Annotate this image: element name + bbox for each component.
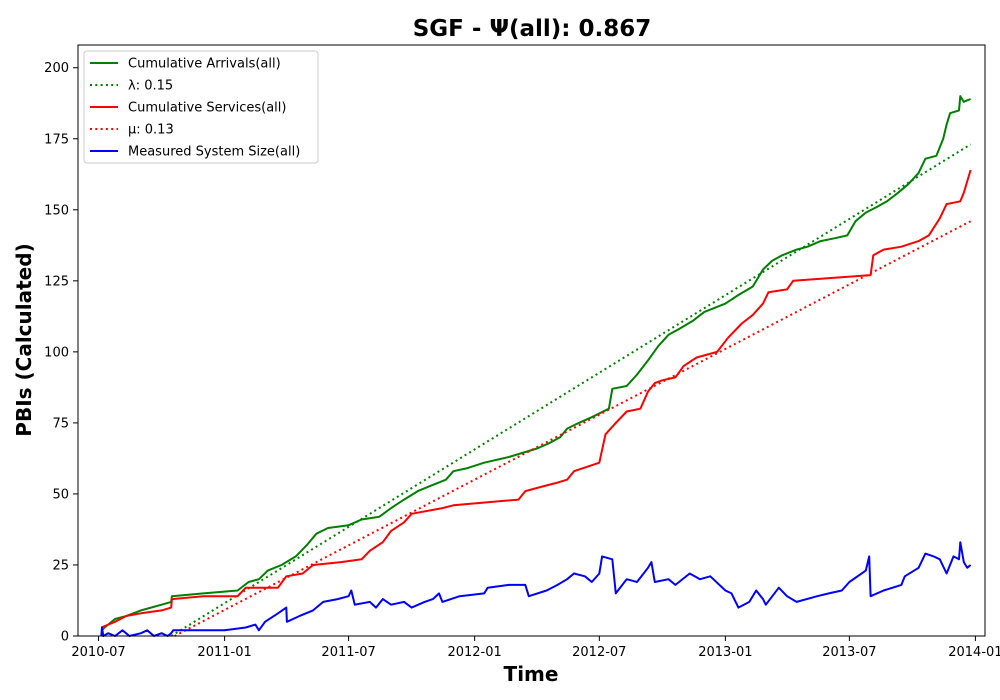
x-tick-label: 2011-07 bbox=[321, 645, 375, 660]
y-tick-label: 175 bbox=[44, 132, 69, 147]
y-tick-label: 75 bbox=[52, 416, 69, 431]
chart-title: SGF - Ψ(all): 0.867 bbox=[413, 16, 652, 42]
legend: Cumulative Arrivals(all) λ: 0.15 Cumulativ… bbox=[83, 50, 319, 164]
x-axis-label: Time bbox=[504, 662, 559, 686]
legend-label: μ: 0.13 bbox=[128, 123, 174, 138]
series-layer bbox=[100, 95, 972, 637]
y-tick-label: 200 bbox=[44, 61, 69, 76]
x-tick-label: 2014-01 bbox=[948, 645, 1000, 660]
legend-label: Measured System Size(all) bbox=[128, 145, 300, 160]
legend-label: Cumulative Services(all) bbox=[128, 101, 286, 116]
series-line-0 bbox=[100, 95, 971, 632]
legend-label: λ: 0.15 bbox=[128, 79, 173, 94]
series-line-4 bbox=[100, 541, 972, 637]
y-tick-label: 0 bbox=[61, 630, 69, 645]
series-line-2 bbox=[100, 169, 972, 629]
series-line-3 bbox=[174, 220, 972, 637]
legend-box bbox=[83, 50, 319, 164]
y-tick-label: 150 bbox=[44, 203, 69, 218]
y-tick-label: 25 bbox=[52, 558, 69, 573]
x-axis: 2010-07 2011-01 2011-07 2012-01 2012-07 2013-… bbox=[71, 636, 1000, 660]
x-tick-label: 2011-01 bbox=[197, 645, 251, 660]
x-tick-label: 2013-01 bbox=[698, 645, 752, 660]
y-axis: 0 25 50 75 100 125 150 175 200 bbox=[44, 61, 78, 645]
y-tick-label: 50 bbox=[52, 487, 69, 502]
y-tick-label: 125 bbox=[44, 274, 69, 289]
x-tick-label: 2013-07 bbox=[822, 645, 876, 660]
x-tick-label: 2010-07 bbox=[71, 645, 125, 660]
x-tick-label: 2012-01 bbox=[447, 645, 501, 660]
plot-frame bbox=[77, 44, 986, 637]
legend-label: Cumulative Arrivals(all) bbox=[128, 57, 281, 72]
plot-area bbox=[100, 95, 972, 637]
y-axis-label: PBIs (Calculated) bbox=[12, 243, 36, 436]
x-tick-label: 2012-07 bbox=[572, 645, 626, 660]
y-tick-label: 100 bbox=[44, 345, 69, 360]
